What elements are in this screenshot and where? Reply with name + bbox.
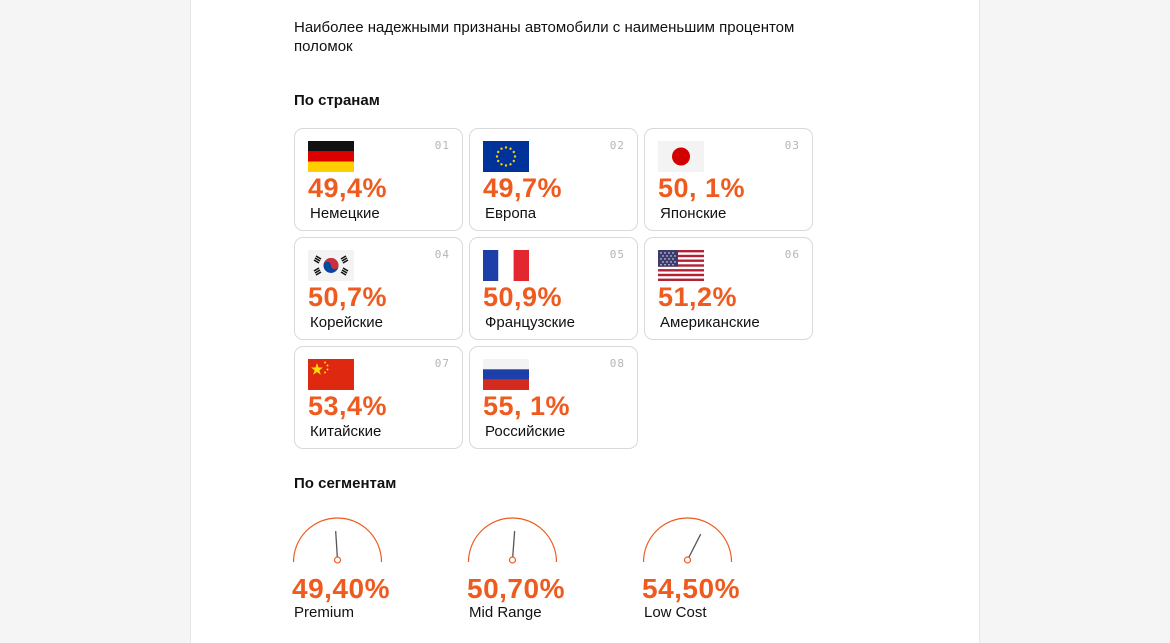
- gauge-icon: [642, 517, 733, 564]
- card-label: Французские: [485, 314, 575, 331]
- card-percent: 49,7%: [483, 173, 563, 203]
- card-label: Японские: [660, 205, 727, 222]
- card-label: Немецкие: [310, 205, 380, 222]
- card-percent: 53,4%: [308, 391, 388, 421]
- gauge-icon: [292, 517, 383, 564]
- france-flag-icon: [483, 250, 529, 281]
- card-label: Российские: [485, 423, 566, 440]
- card-percent: 51,2%: [658, 282, 738, 312]
- card-number: 02: [609, 139, 625, 152]
- card-number: 01: [434, 139, 450, 152]
- segment-low-cost: 54,50% Low Cost: [642, 505, 822, 625]
- segment-percent: 54,50%: [642, 573, 740, 604]
- card-label: Корейские: [310, 314, 383, 331]
- country-card-europe: 02 49,7% Европа: [469, 128, 638, 231]
- card-number: 04: [434, 248, 450, 261]
- gauge-needle: [687, 533, 702, 560]
- card-number: 08: [609, 357, 625, 370]
- usa-flag-icon: [658, 250, 704, 281]
- segment-label: Mid Range: [469, 604, 542, 621]
- card-percent: 50,9%: [483, 282, 563, 312]
- card-percent: 50,7%: [308, 282, 388, 312]
- intro-text: Наиболее надежными признаны автомобили с…: [294, 19, 795, 55]
- germany-flag-icon: [308, 141, 354, 172]
- japan-flag-icon: [658, 141, 704, 172]
- gauge-needle: [511, 531, 516, 560]
- segment-label: Low Cost: [644, 604, 707, 621]
- russia-flag-icon: [483, 359, 529, 390]
- country-card-germany: 01 49,4% Немецкие: [294, 128, 463, 231]
- card-number: 07: [434, 357, 450, 370]
- segment-percent: 49,40%: [292, 573, 390, 604]
- card-label: Американские: [660, 314, 760, 331]
- gauge-icon: [467, 517, 558, 564]
- card-percent: 49,4%: [308, 173, 388, 203]
- country-card-usa: 06 51,2% Американские: [644, 237, 813, 340]
- card-percent: 55, 1%: [483, 391, 571, 421]
- country-card-japan: 03 50, 1% Японские: [644, 128, 813, 231]
- card-percent: 50, 1%: [658, 173, 746, 203]
- country-card-china: 07 53,4% Китайские: [294, 346, 463, 449]
- countries-grid: 01 49,4% Немецкие 02 49,7% Европа 03 50,…: [294, 128, 813, 449]
- card-label: Европа: [485, 205, 537, 222]
- card-label: Китайские: [310, 423, 382, 440]
- country-card-korea: 04 50,7% Корейские: [294, 237, 463, 340]
- segment-label: Premium: [294, 604, 355, 621]
- card-number: 03: [784, 139, 800, 152]
- china-flag-icon: [308, 359, 354, 390]
- countries-section-title: По странам: [294, 92, 380, 109]
- country-card-russia: 08 55, 1% Российские: [469, 346, 638, 449]
- segments-section-title: По сегментам: [294, 475, 397, 492]
- eu-flag-icon: [483, 141, 529, 172]
- segment-mid-range: 50,70% Mid Range: [467, 505, 647, 625]
- card-number: 05: [609, 248, 625, 261]
- segment-premium: 49,40% Premium: [292, 505, 472, 625]
- korea-flag-icon: [308, 250, 354, 281]
- gauge-needle: [335, 531, 339, 560]
- country-card-france: 05 50,9% Французские: [469, 237, 638, 340]
- card-number: 06: [784, 248, 800, 261]
- segment-percent: 50,70%: [467, 573, 565, 604]
